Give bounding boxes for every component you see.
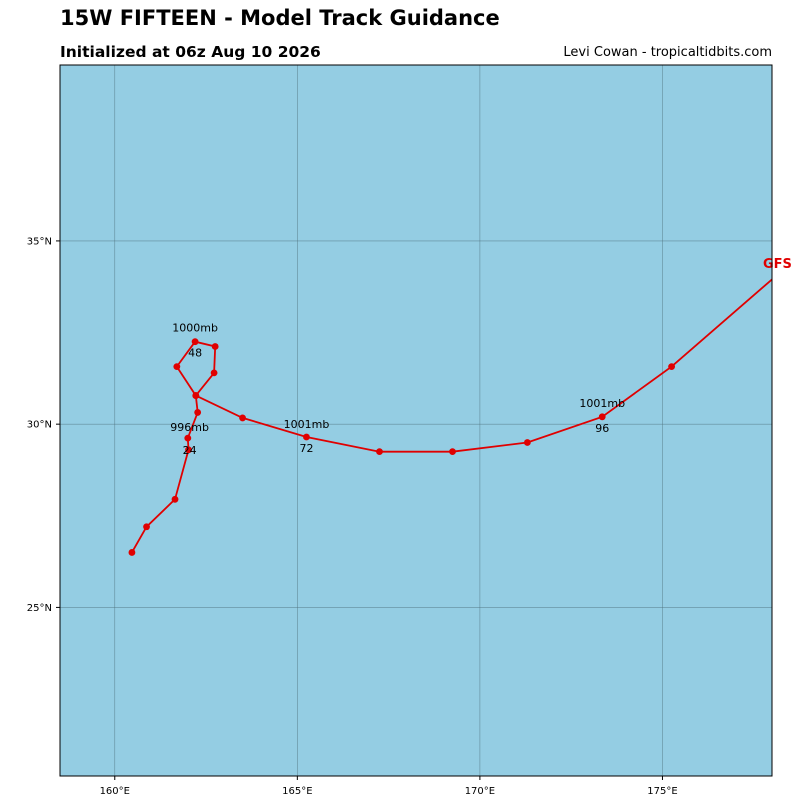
track-point: [668, 363, 675, 371]
credit-text: Levi Cowan - tropicaltidbits.com: [563, 45, 772, 60]
y-tick-label: 30°N: [27, 420, 52, 431]
track-point: [210, 369, 218, 377]
y-tick-label: 25°N: [27, 603, 52, 614]
x-tick-label: 170°E: [465, 786, 495, 797]
x-tick-label: 175°E: [647, 786, 677, 797]
track-point: [173, 363, 181, 371]
track-annotation: 1000mb: [172, 322, 218, 335]
track-point: [449, 448, 456, 456]
axis-ticks: 160°E 165°E 170°E 175°E 25°N 30°N 35°N: [27, 236, 678, 797]
track-annotation: 1001mb: [579, 397, 625, 410]
track-point: [598, 413, 606, 421]
track-annotation: 24: [183, 444, 197, 457]
track-point: [192, 392, 200, 399]
y-tick-label: 35°N: [27, 236, 52, 247]
track-point: [184, 434, 192, 442]
model-label-gfs: GFS: [763, 257, 792, 272]
track-annotation: 996mb: [170, 421, 209, 434]
track-point: [211, 343, 219, 350]
track-point: [143, 523, 150, 531]
track-point: [239, 414, 246, 422]
track-point: [191, 338, 199, 346]
x-tick-label: 160°E: [100, 786, 130, 797]
track-point: [523, 439, 531, 446]
ocean-background: [60, 65, 772, 776]
chart-title: 15W FIFTEEN - Model Track Guidance: [60, 6, 500, 30]
track-annotation: 48: [188, 347, 202, 360]
track-point: [128, 549, 136, 556]
map-frame: [59, 64, 773, 777]
track-annotation: 1001mb: [284, 418, 330, 431]
init-time-subtitle: Initialized at 06z Aug 10 2026: [60, 43, 321, 61]
x-tick-label: 165°E: [282, 786, 312, 797]
track-annotations: 996mb 24 1000mb 48 1001mb 72 1001mb 96: [170, 322, 625, 457]
track-point: [171, 495, 179, 503]
track-point: [303, 433, 310, 441]
grid-lines: [60, 65, 772, 776]
track-point: [376, 448, 383, 456]
track-annotation: 72: [299, 442, 313, 455]
track-point: [194, 409, 202, 416]
track-point: [185, 446, 192, 454]
track-points: [128, 338, 675, 556]
track-annotation: 96: [595, 422, 609, 435]
